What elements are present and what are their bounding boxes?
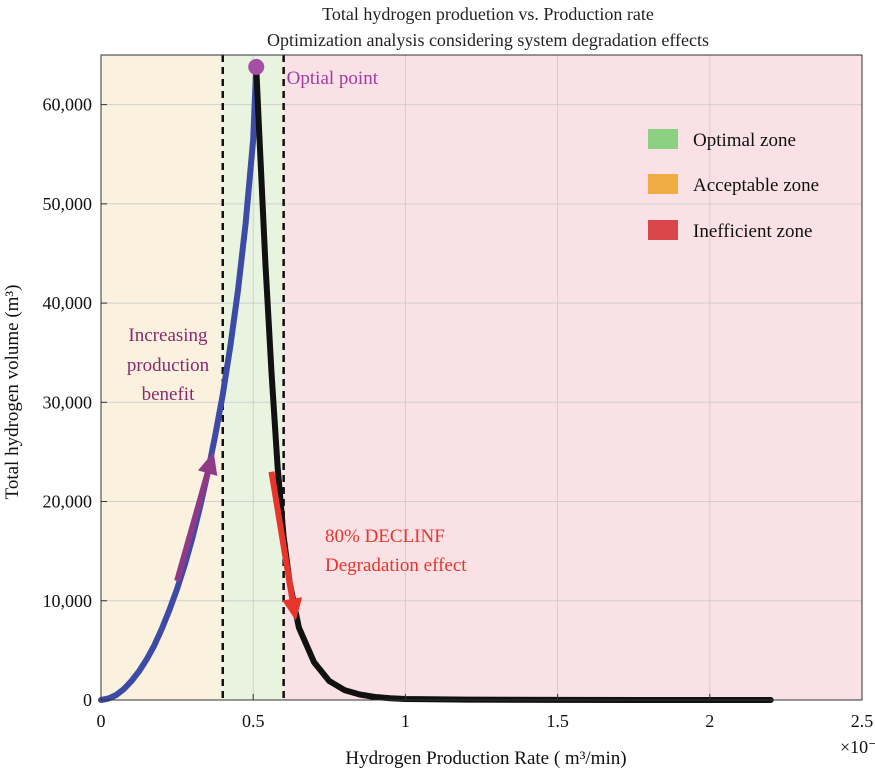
increasing-annotation-line-2: benefit	[142, 384, 195, 405]
x-tick-label-3: 1.5	[546, 711, 569, 731]
x-tick-label-5: 2.5	[851, 711, 874, 731]
x-tick-label-0: 0	[97, 711, 106, 731]
zone-acceptable-zone	[101, 55, 223, 700]
plot-frame	[100, 54, 863, 701]
legend-label-acceptable-zone: Acceptable zone	[693, 175, 819, 196]
axis-ticks: 0 0.5 1 1.5 2 2.5 0 10,000 20,000 30,000 40,000 50,…	[43, 95, 874, 731]
annotations: Increasing production benefit 80% DECLINF De…	[127, 325, 467, 576]
peak-marker-group: Optial point	[248, 58, 379, 89]
increasing-annotation-line-0: Increasing	[128, 325, 208, 346]
x-tick-label-2: 1	[401, 711, 410, 731]
zone-backgrounds	[101, 55, 862, 700]
x-axis-label: Hydrogen Production Rate ( m³/min)	[345, 748, 626, 769]
y-tick-label-6: 60,000	[43, 95, 93, 115]
increasing-annotation-arrow-shaft	[174, 472, 211, 582]
legend-label-optimal-zone: Optimal zone	[693, 130, 796, 151]
x-tick-label-1: 0.5	[242, 711, 265, 731]
degradation-annotation-line-0: 80% DECLINF	[325, 526, 445, 547]
y-tick-label-4: 40,000	[43, 293, 93, 313]
degradation-annotation-arrow-shaft	[268, 471, 296, 600]
peak-label: Optial point	[287, 68, 379, 89]
legend: Optimal zone Acceptable zone Inefficient z…	[648, 129, 819, 242]
annotation-arrows	[174, 451, 303, 621]
grid	[101, 55, 862, 700]
increasing-annotation-line-1: production	[127, 355, 210, 376]
y-axis-label: Total hydrogen volume (m³)	[2, 285, 23, 500]
legend-swatch-acceptable-zone	[648, 174, 678, 194]
y-tick-label-5: 50,000	[43, 194, 93, 214]
legend-label-inefficient-zone: Inefficient zone	[693, 221, 812, 242]
peak-marker	[248, 58, 265, 75]
y-tick-label-3: 30,000	[43, 392, 93, 412]
degradation-annotation-line-1: Degradation effect	[325, 555, 467, 576]
increasing-annotation-arrow-head	[198, 451, 218, 476]
legend-swatch-optimal-zone	[648, 129, 678, 149]
degradation-annotation-arrow-head	[282, 597, 303, 621]
chart-title: Total hydrogen produetion vs. Production…	[322, 4, 654, 24]
legend-swatch-inefficient-zone	[648, 220, 678, 240]
chart-subtitle: Optimization analysis considering system…	[267, 30, 709, 50]
y-tick-label-1: 10,000	[43, 591, 93, 611]
x-multiplier: ×10⁻⁴	[840, 737, 875, 757]
y-tick-label-2: 20,000	[43, 492, 93, 512]
y-tick-label-0: 0	[83, 690, 92, 710]
x-tick-label-4: 2	[705, 711, 714, 731]
zone-inefficient-zone	[283, 55, 862, 700]
